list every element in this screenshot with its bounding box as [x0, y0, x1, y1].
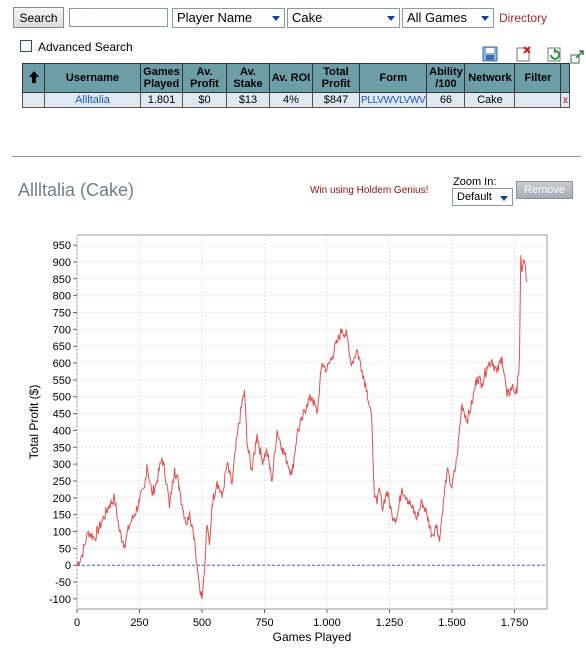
cell-form: PLLVWVLVWV: [358, 92, 428, 108]
chevron-down-icon: [481, 16, 489, 21]
chevron-down-icon: [500, 196, 508, 201]
directory-link[interactable]: Directory: [499, 11, 548, 25]
refresh-icon[interactable]: [546, 46, 562, 62]
y-axis-label: Total Profit ($): [27, 385, 41, 460]
col-av-profit[interactable]: Av. Profit: [182, 63, 227, 93]
cell-remove[interactable]: x: [560, 92, 571, 108]
cell-ability: 66: [426, 92, 466, 108]
save-icon[interactable]: [482, 46, 498, 62]
cell-total-profit: $847: [312, 92, 360, 108]
y-tick-label: 800: [53, 291, 71, 303]
remove-button[interactable]: Remove: [516, 181, 573, 199]
y-tick-label: 400: [53, 425, 71, 437]
games-select[interactable]: All Games: [402, 8, 494, 28]
player-name: Allltalia: [18, 180, 76, 200]
col-games-played[interactable]: Games Played: [140, 63, 183, 93]
table-row: Allltalia 1.801 $0 $13 4% $847 PLLVWVLVW…: [22, 92, 571, 108]
y-tick-label: 50: [59, 543, 71, 555]
row-marker: [22, 92, 45, 108]
col-network[interactable]: Network: [464, 63, 516, 93]
x-tick-label: 500: [193, 617, 211, 629]
y-tick-label: 900: [53, 257, 71, 269]
cell-games: 1.801: [140, 92, 183, 108]
cell-network: Cake: [464, 92, 516, 108]
username-link[interactable]: Allltalia: [75, 94, 110, 106]
y-tick-label: 600: [53, 358, 71, 370]
col-form[interactable]: Form: [358, 63, 428, 93]
zoom-label: Zoom In:: [453, 176, 497, 188]
sort-column[interactable]: [22, 63, 45, 93]
advanced-search-checkbox[interactable]: [20, 40, 32, 52]
x-tick-label: 1.500: [438, 617, 466, 629]
x-axis: 0 250 500 750 1.000 1.250 1.500 1.750: [74, 609, 528, 629]
advanced-search-label: Advanced Search: [38, 40, 133, 54]
x-tick-label: 250: [130, 617, 148, 629]
plot-area: [76, 234, 548, 610]
col-av-stake[interactable]: Av. Stake: [226, 63, 270, 93]
x-tick-label: 1.250: [376, 617, 404, 629]
x-axis-label: Games Played: [273, 630, 352, 644]
chevron-down-icon: [387, 16, 395, 21]
y-tick-label: 700: [53, 324, 71, 336]
chevron-down-icon: [272, 16, 280, 21]
col-total-profit[interactable]: Total Profit: [312, 63, 360, 93]
network-select-value: Cake: [292, 10, 323, 25]
y-tick-label: 200: [53, 493, 71, 505]
y-tick-label: 650: [53, 341, 71, 353]
expand-icon[interactable]: [570, 50, 584, 64]
cell-av-profit: $0: [182, 92, 227, 108]
sort-up-icon[interactable]: [28, 70, 39, 83]
col-ability[interactable]: Ability /100: [426, 63, 466, 93]
cell-filter[interactable]: [514, 92, 562, 108]
field-select-value: Player Name: [177, 10, 253, 25]
col-username[interactable]: Username: [44, 63, 141, 93]
games-select-value: All Games: [407, 10, 467, 25]
stats-table: Username Games Played Av. Profit Av. Sta…: [22, 63, 571, 108]
col-remove: [560, 63, 571, 93]
y-tick-label: 100: [53, 527, 71, 539]
promo-link[interactable]: Win using Holdem Genius!: [310, 185, 429, 196]
zoom-select-value: Default: [457, 191, 492, 203]
zoom-select[interactable]: Default: [452, 188, 513, 206]
delete-icon[interactable]: [515, 46, 531, 62]
search-input[interactable]: [69, 8, 168, 27]
profit-chart: -100 -50 0 50 100 150 200 250 300 350 400 450 500 550…: [27, 234, 548, 644]
divider: [12, 156, 581, 157]
x-tick-label: 1.750: [501, 617, 529, 629]
y-axis: -100 -50 0 50 100 150 200 250 300 350 400 450 500 550…: [49, 240, 77, 606]
y-tick-label: 250: [53, 476, 71, 488]
form-text: PLLVWVLVWV: [361, 94, 426, 106]
y-tick-label: -50: [55, 577, 71, 589]
x-tick-label: 0: [74, 617, 80, 629]
series-line-total-profit: [76, 255, 528, 599]
y-tick-label: 750: [53, 307, 71, 319]
y-tick-label: 550: [53, 375, 71, 387]
x-tick-label: 1.000: [313, 617, 341, 629]
search-button[interactable]: Search: [13, 7, 64, 28]
y-tick-label: 500: [53, 392, 71, 404]
col-filter[interactable]: Filter: [514, 63, 562, 93]
col-av-roi[interactable]: Av. ROI: [269, 63, 313, 93]
player-network: (Cake): [80, 180, 135, 200]
y-tick-label: 0: [65, 560, 71, 572]
x-tick-label: 750: [255, 617, 273, 629]
cell-av-roi: 4%: [269, 92, 313, 108]
y-tick-label: 450: [53, 409, 71, 421]
player-title: Allltalia (Cake): [18, 180, 134, 201]
y-tick-label: 350: [53, 442, 71, 454]
table-header-row: Username Games Played Av. Profit Av. Sta…: [22, 63, 571, 93]
y-tick-label: 950: [53, 240, 71, 252]
y-tick-label: 150: [53, 510, 71, 522]
field-select[interactable]: Player Name: [172, 8, 285, 28]
y-tick-label: -100: [49, 594, 71, 606]
y-tick-label: 300: [53, 459, 71, 471]
network-select[interactable]: Cake: [287, 8, 400, 28]
cell-username[interactable]: Allltalia: [44, 92, 141, 108]
y-tick-label: 850: [53, 274, 71, 286]
cell-av-stake: $13: [226, 92, 270, 108]
